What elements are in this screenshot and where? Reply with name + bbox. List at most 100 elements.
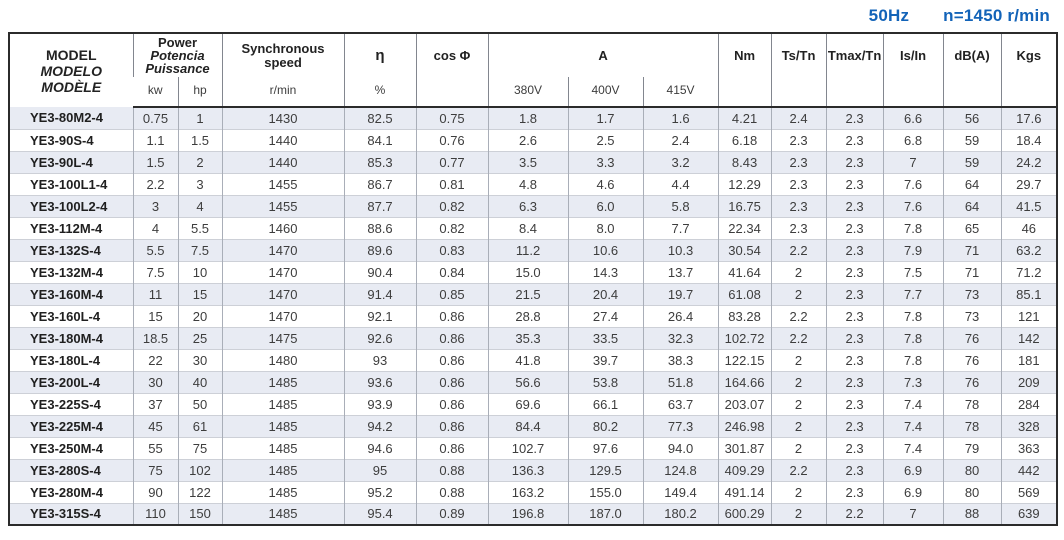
value-cell: 1470 xyxy=(221,282,345,305)
value-cell: 639 xyxy=(1000,502,1058,525)
value-cell: 2.3 xyxy=(825,238,884,261)
value-cell: 88 xyxy=(942,502,1002,525)
value-cell: 0.86 xyxy=(415,436,489,459)
value-cell: 1460 xyxy=(221,216,345,239)
value-cell: 95.4 xyxy=(343,502,417,525)
value-cell: 78 xyxy=(942,392,1002,415)
value-cell: 78 xyxy=(942,414,1002,437)
value-cell: 66.1 xyxy=(567,392,644,415)
value-cell: 94.2 xyxy=(343,414,417,437)
value-cell: 89.6 xyxy=(343,238,417,261)
value-cell: 0.75 xyxy=(415,107,489,129)
value-cell: 13.7 xyxy=(642,260,719,283)
value-cell: 61 xyxy=(177,414,223,437)
value-cell: 65 xyxy=(942,216,1002,239)
subheader-empty-tmaxtn xyxy=(825,77,884,108)
header-model-line3: MODÈLE xyxy=(41,78,102,95)
subheader-400v: 400V xyxy=(567,77,644,108)
value-cell: 7.5 xyxy=(882,260,944,283)
value-cell: 1.6 xyxy=(642,107,719,129)
value-cell: 76 xyxy=(942,370,1002,393)
value-cell: 7.4 xyxy=(882,392,944,415)
value-cell: 7.5 xyxy=(132,260,178,283)
value-cell: 7 xyxy=(882,150,944,173)
value-cell: 2.3 xyxy=(770,150,827,173)
header-sync-line2: speed xyxy=(264,54,302,70)
value-cell: 1485 xyxy=(221,480,345,503)
model-cell: YE3-160M-4 xyxy=(9,282,133,305)
value-cell: 82.5 xyxy=(343,107,417,129)
value-cell: 71 xyxy=(942,238,1002,261)
value-cell: 203.07 xyxy=(717,392,772,415)
value-cell: 1440 xyxy=(221,150,345,173)
model-cell: YE3-180M-4 xyxy=(9,326,133,349)
value-cell: 37 xyxy=(132,392,178,415)
table-row: YE3-80M2-4 0.75 1 1430 82.5 0.75 1.8 1.7 1.6 4.21… xyxy=(9,107,1058,129)
value-cell: 24.2 xyxy=(1000,150,1058,173)
value-cell: 2.3 xyxy=(825,436,884,459)
table-row: YE3-160M-4 11 15 1470 91.4 0.85 21.5 20.4 19.7 61… xyxy=(9,282,1058,305)
value-cell: 0.86 xyxy=(415,326,489,349)
value-cell: 2.3 xyxy=(825,458,884,481)
value-cell: 1.5 xyxy=(177,128,223,151)
value-cell: 2.3 xyxy=(825,414,884,437)
model-cell: YE3-100L1-4 xyxy=(9,172,133,195)
value-cell: 2.3 xyxy=(825,282,884,305)
value-cell: 328 xyxy=(1000,414,1058,437)
header-tmax-tn: Tmax/Tn xyxy=(825,33,884,77)
value-cell: 92.1 xyxy=(343,304,417,327)
value-cell: 40 xyxy=(177,370,223,393)
value-cell: 14.3 xyxy=(567,260,644,283)
value-cell: 7.8 xyxy=(882,216,944,239)
value-cell: 0.75 xyxy=(132,107,178,129)
value-cell: 1.8 xyxy=(487,107,569,129)
subheader-empty-db xyxy=(942,77,1002,108)
value-cell: 1.1 xyxy=(132,128,178,151)
header-power-factor: cos Φ xyxy=(415,33,489,77)
model-cell: YE3-100L2-4 xyxy=(9,194,133,217)
table-row: YE3-280M-4 90 122 1485 95.2 0.88 163.2 155.0 149… xyxy=(9,480,1058,503)
value-cell: 84.4 xyxy=(487,414,569,437)
value-cell: 7.6 xyxy=(882,194,944,217)
value-cell: 7.3 xyxy=(882,370,944,393)
value-cell: 4 xyxy=(177,194,223,217)
value-cell: 150 xyxy=(177,502,223,525)
model-cell: YE3-280S-4 xyxy=(9,458,133,481)
value-cell: 187.0 xyxy=(567,502,644,525)
subheader-percent: % xyxy=(343,77,417,108)
value-cell: 102.7 xyxy=(487,436,569,459)
value-cell: 0.88 xyxy=(415,458,489,481)
value-cell: 10.3 xyxy=(642,238,719,261)
value-cell: 10 xyxy=(177,260,223,283)
value-cell: 75 xyxy=(132,458,178,481)
value-cell: 64 xyxy=(942,172,1002,195)
value-cell: 10.6 xyxy=(567,238,644,261)
table-row: YE3-132S-4 5.5 7.5 1470 89.6 0.83 11.2 10.6 10.3… xyxy=(9,238,1058,261)
value-cell: 53.8 xyxy=(567,370,644,393)
value-cell: 0.83 xyxy=(415,238,489,261)
value-cell: 2.3 xyxy=(825,260,884,283)
value-cell: 19.7 xyxy=(642,282,719,305)
value-cell: 7.4 xyxy=(882,436,944,459)
value-cell: 63.2 xyxy=(1000,238,1058,261)
value-cell: 4 xyxy=(132,216,178,239)
value-cell: 51.8 xyxy=(642,370,719,393)
value-cell: 87.7 xyxy=(343,194,417,217)
model-cell: YE3-200L-4 xyxy=(9,370,133,393)
value-cell: 246.98 xyxy=(717,414,772,437)
header-current: A xyxy=(487,33,719,77)
table-header: MODEL MODELO MODÈLE Power Potencia Puiss… xyxy=(9,33,1058,108)
value-cell: 71 xyxy=(942,260,1002,283)
value-cell: 2 xyxy=(770,348,827,371)
value-cell: 46 xyxy=(1000,216,1058,239)
value-cell: 1470 xyxy=(221,260,345,283)
page-header-note: 50Hz n=1450 r/min xyxy=(0,0,1064,30)
value-cell: 136.3 xyxy=(487,458,569,481)
value-cell: 0.89 xyxy=(415,502,489,525)
value-cell: 2.3 xyxy=(825,480,884,503)
model-cell: YE3-250M-4 xyxy=(9,436,133,459)
value-cell: 27.4 xyxy=(567,304,644,327)
table-row: YE3-225M-4 45 61 1485 94.2 0.86 84.4 80.2 77.3 24… xyxy=(9,414,1058,437)
value-cell: 491.14 xyxy=(717,480,772,503)
value-cell: 94.6 xyxy=(343,436,417,459)
